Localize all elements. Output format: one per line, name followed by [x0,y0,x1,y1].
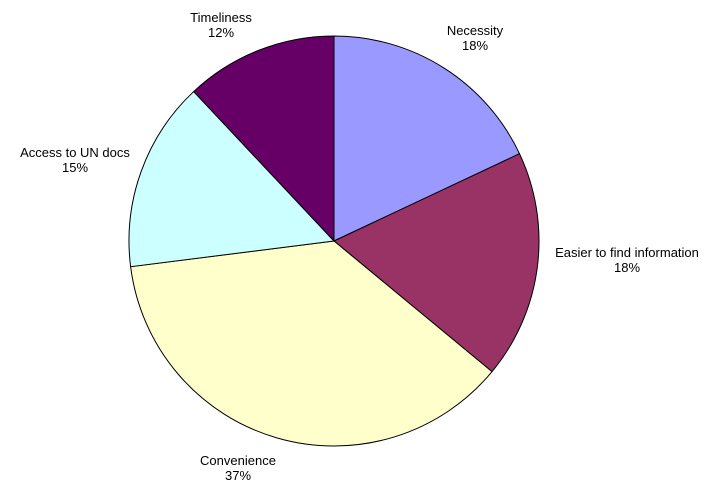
pie-slice-access-to-un-docs [128,90,336,268]
slice-label: Timeliness [190,10,252,25]
slice-percent-label: 15% [62,160,88,175]
pie-slice-timeliness [192,35,335,243]
slice-label: Convenience [200,453,276,468]
slice-percent-label: 18% [462,38,488,53]
pie-slices [128,35,540,447]
slice-label: Access to UN docs [20,145,130,160]
pie-slice-easier-to-find-information [333,153,540,373]
slice-percent-label: 37% [225,468,251,483]
pie-slice-necessity [333,35,521,242]
slice-percent-label: 12% [208,25,234,40]
slice-percent-label: 18% [614,260,640,275]
slice-label: Easier to find information [555,245,699,260]
slice-label: Necessity [447,23,504,38]
pie-slice-convenience [130,240,493,447]
